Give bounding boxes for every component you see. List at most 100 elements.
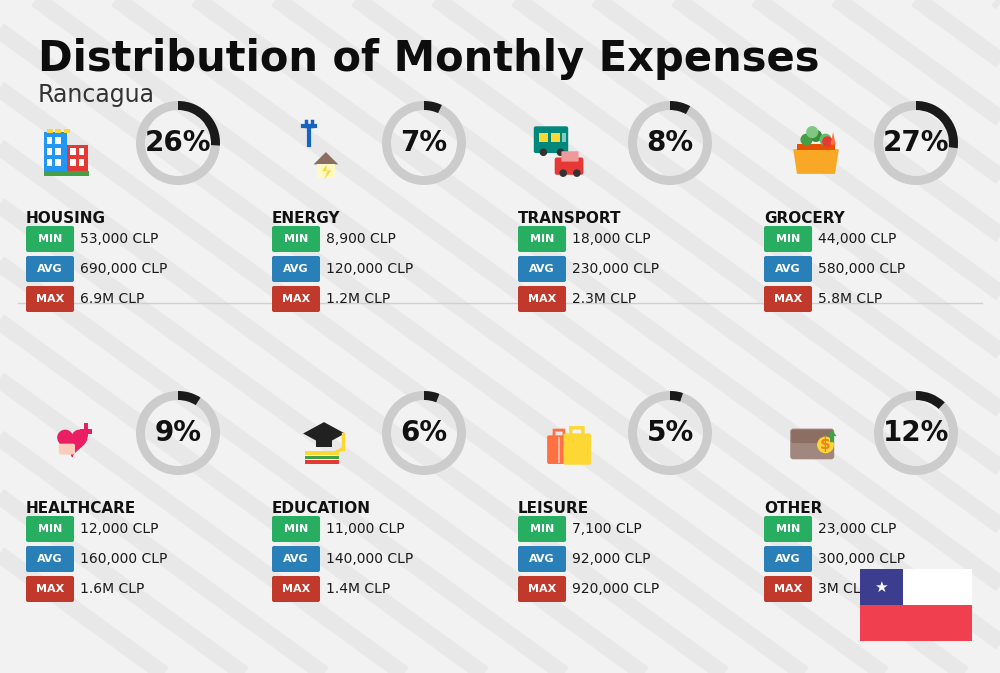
Text: MAX: MAX bbox=[36, 294, 64, 304]
Text: HOUSING: HOUSING bbox=[26, 211, 106, 226]
Wedge shape bbox=[874, 101, 958, 185]
Text: MIN: MIN bbox=[38, 234, 62, 244]
Text: AVG: AVG bbox=[529, 554, 555, 564]
Text: 27%: 27% bbox=[883, 129, 949, 157]
FancyBboxPatch shape bbox=[764, 546, 812, 572]
Wedge shape bbox=[178, 101, 220, 145]
FancyBboxPatch shape bbox=[79, 160, 84, 166]
Text: MIN: MIN bbox=[284, 234, 308, 244]
Text: ENERGY: ENERGY bbox=[272, 211, 340, 226]
FancyBboxPatch shape bbox=[67, 145, 88, 174]
Polygon shape bbox=[303, 422, 345, 445]
FancyBboxPatch shape bbox=[70, 160, 76, 166]
Wedge shape bbox=[874, 391, 958, 475]
Text: MAX: MAX bbox=[774, 294, 802, 304]
Text: AVG: AVG bbox=[283, 554, 309, 564]
Text: HEALTHCARE: HEALTHCARE bbox=[26, 501, 136, 516]
FancyBboxPatch shape bbox=[561, 151, 579, 162]
FancyBboxPatch shape bbox=[305, 456, 339, 460]
Text: 44,000 CLP: 44,000 CLP bbox=[818, 232, 896, 246]
Polygon shape bbox=[58, 430, 87, 456]
FancyBboxPatch shape bbox=[55, 160, 61, 166]
Circle shape bbox=[573, 170, 581, 177]
Text: MIN: MIN bbox=[38, 524, 62, 534]
Polygon shape bbox=[830, 132, 836, 145]
Text: AVG: AVG bbox=[775, 554, 801, 564]
FancyBboxPatch shape bbox=[44, 171, 89, 176]
FancyBboxPatch shape bbox=[547, 435, 571, 464]
Text: MAX: MAX bbox=[282, 294, 310, 304]
Text: 18,000 CLP: 18,000 CLP bbox=[572, 232, 651, 246]
FancyBboxPatch shape bbox=[26, 576, 74, 602]
FancyBboxPatch shape bbox=[44, 132, 67, 174]
Text: MIN: MIN bbox=[530, 524, 554, 534]
Wedge shape bbox=[628, 391, 712, 475]
FancyBboxPatch shape bbox=[272, 516, 320, 542]
Text: 23,000 CLP: 23,000 CLP bbox=[818, 522, 896, 536]
Text: 5.8M CLP: 5.8M CLP bbox=[818, 292, 882, 306]
Text: 8,900 CLP: 8,900 CLP bbox=[326, 232, 396, 246]
Text: 580,000 CLP: 580,000 CLP bbox=[818, 262, 905, 276]
FancyBboxPatch shape bbox=[59, 444, 75, 454]
FancyBboxPatch shape bbox=[518, 286, 566, 312]
Text: Distribution of Monthly Expenses: Distribution of Monthly Expenses bbox=[38, 38, 820, 80]
FancyBboxPatch shape bbox=[317, 164, 335, 178]
Text: 7,100 CLP: 7,100 CLP bbox=[572, 522, 642, 536]
Text: AVG: AVG bbox=[775, 264, 801, 274]
Wedge shape bbox=[670, 391, 683, 402]
Text: AVG: AVG bbox=[37, 554, 63, 564]
FancyBboxPatch shape bbox=[563, 433, 591, 465]
FancyBboxPatch shape bbox=[55, 148, 61, 155]
FancyBboxPatch shape bbox=[316, 435, 332, 447]
FancyBboxPatch shape bbox=[47, 148, 52, 155]
FancyBboxPatch shape bbox=[518, 256, 566, 282]
Text: 230,000 CLP: 230,000 CLP bbox=[572, 262, 659, 276]
FancyBboxPatch shape bbox=[790, 429, 834, 459]
Circle shape bbox=[806, 126, 818, 138]
FancyBboxPatch shape bbox=[55, 129, 61, 133]
Text: AVG: AVG bbox=[37, 264, 63, 274]
Wedge shape bbox=[916, 101, 958, 148]
Text: 9%: 9% bbox=[154, 419, 202, 447]
Text: 2.3M CLP: 2.3M CLP bbox=[572, 292, 636, 306]
FancyBboxPatch shape bbox=[551, 133, 560, 143]
FancyBboxPatch shape bbox=[518, 516, 566, 542]
Text: MAX: MAX bbox=[282, 584, 310, 594]
Text: 7%: 7% bbox=[400, 129, 448, 157]
Text: 300,000 CLP: 300,000 CLP bbox=[818, 552, 905, 566]
Text: EDUCATION: EDUCATION bbox=[272, 501, 371, 516]
FancyBboxPatch shape bbox=[860, 569, 972, 641]
Circle shape bbox=[540, 149, 547, 156]
Text: MIN: MIN bbox=[530, 234, 554, 244]
Text: MIN: MIN bbox=[284, 524, 308, 534]
Wedge shape bbox=[424, 101, 442, 113]
FancyBboxPatch shape bbox=[860, 569, 972, 605]
FancyBboxPatch shape bbox=[26, 286, 74, 312]
Text: 53,000 CLP: 53,000 CLP bbox=[80, 232, 158, 246]
FancyBboxPatch shape bbox=[534, 127, 568, 153]
FancyBboxPatch shape bbox=[84, 423, 88, 437]
Wedge shape bbox=[136, 101, 220, 185]
Text: 920,000 CLP: 920,000 CLP bbox=[572, 582, 659, 596]
Circle shape bbox=[822, 136, 833, 147]
Polygon shape bbox=[314, 152, 338, 164]
Text: 160,000 CLP: 160,000 CLP bbox=[80, 552, 167, 566]
Text: Rancagua: Rancagua bbox=[38, 83, 155, 107]
Wedge shape bbox=[178, 391, 201, 405]
Text: 12%: 12% bbox=[883, 419, 949, 447]
FancyBboxPatch shape bbox=[518, 546, 566, 572]
FancyBboxPatch shape bbox=[860, 569, 903, 605]
Text: 12,000 CLP: 12,000 CLP bbox=[80, 522, 158, 536]
Text: MAX: MAX bbox=[774, 584, 802, 594]
Wedge shape bbox=[670, 101, 690, 114]
FancyBboxPatch shape bbox=[272, 286, 320, 312]
Text: MAX: MAX bbox=[36, 584, 64, 594]
FancyBboxPatch shape bbox=[272, 576, 320, 602]
Text: 120,000 CLP: 120,000 CLP bbox=[326, 262, 413, 276]
FancyBboxPatch shape bbox=[305, 460, 339, 464]
Text: 690,000 CLP: 690,000 CLP bbox=[80, 262, 167, 276]
Circle shape bbox=[819, 134, 832, 146]
FancyBboxPatch shape bbox=[47, 160, 52, 166]
FancyBboxPatch shape bbox=[555, 157, 583, 175]
Text: 5%: 5% bbox=[646, 419, 694, 447]
